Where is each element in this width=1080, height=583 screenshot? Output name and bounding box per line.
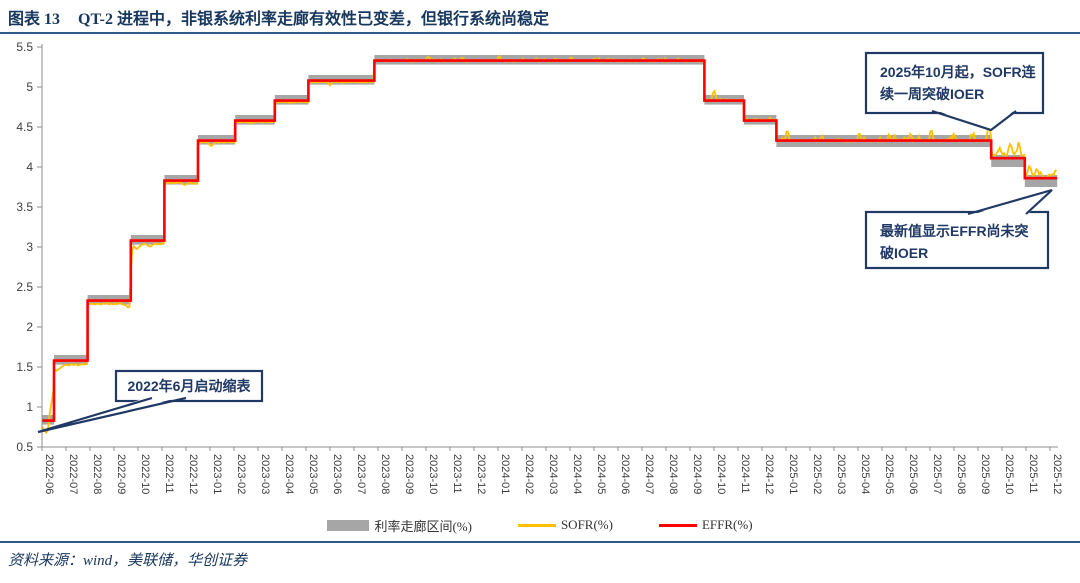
x-tick-label: 2023-03 bbox=[259, 454, 271, 494]
source-note: 资料来源：wind，美联储，华创证券 bbox=[8, 553, 248, 569]
x-tick-label: 2025-09 bbox=[979, 454, 991, 494]
x-tick-label: 2024-04 bbox=[571, 454, 583, 494]
x-tick-label: 2024-08 bbox=[667, 454, 679, 494]
effr-line-swatch bbox=[658, 523, 697, 527]
x-tick-label: 2023-06 bbox=[331, 454, 343, 494]
callout-box bbox=[114, 369, 264, 403]
y-tick-label: 3.5 bbox=[16, 200, 33, 214]
x-tick-label: 2024-06 bbox=[619, 454, 631, 494]
y-tick-label: 4 bbox=[26, 160, 33, 174]
y-tick-label: 5.5 bbox=[16, 40, 33, 54]
x-tick-label: 2025-01 bbox=[787, 454, 799, 494]
x-tick-label: 2025-02 bbox=[811, 454, 823, 494]
x-tick-label: 2022-09 bbox=[115, 454, 127, 494]
legend-item-effr: EFFR(%) bbox=[658, 517, 753, 533]
x-tick-label: 2023-10 bbox=[427, 454, 439, 494]
rate-corridor-chart: 0.5 1 1.5 2 2.5 3 3.5 4 4.5 5 5.5 2022-06 2022-07 202… bbox=[16, 40, 1063, 494]
figure-title-text: QT-2 进程中，非银系统利率走廊有效性已变差，但银行系统尚稳定 bbox=[78, 11, 549, 28]
figure-label: 图表 13 bbox=[8, 11, 61, 28]
callout-box bbox=[864, 210, 1050, 270]
x-tick-label: 2025-07 bbox=[931, 454, 943, 494]
x-tick-label: 2025-08 bbox=[955, 454, 967, 494]
x-tick-label: 2023-11 bbox=[451, 454, 463, 494]
x-tick-label: 2024-12 bbox=[763, 454, 775, 494]
callout-qt-start: 2022年6月启动缩表 bbox=[37, 369, 264, 434]
legend-item-corridor: 利率走廊区间(%) bbox=[327, 516, 472, 535]
callout-text: 最新值显示EFFR尚未突 bbox=[880, 223, 1029, 239]
x-tick-label: 2023-08 bbox=[379, 454, 391, 494]
x-tick-label: 2025-04 bbox=[859, 454, 871, 494]
callout-text: 2022年6月启动缩表 bbox=[128, 378, 252, 394]
callout-effr-hold: 最新值显示EFFR尚未突 破IOER bbox=[864, 188, 1053, 270]
source-divider bbox=[0, 541, 1080, 543]
x-tick-label: 2023-01 bbox=[211, 454, 223, 494]
x-tick-label: 2025-06 bbox=[907, 454, 919, 494]
x-tick-label: 2022-06 bbox=[43, 454, 55, 494]
sofr-line-swatch bbox=[517, 523, 556, 527]
legend-label: SOFR(%) bbox=[560, 517, 613, 532]
figure-title: 图表 13 QT-2 进程中，非银系统利率走廊有效性已变差，但银行系统尚稳定 bbox=[8, 5, 549, 29]
x-tick-label: 2022-11 bbox=[163, 454, 175, 494]
callout-box bbox=[864, 51, 1045, 115]
callout-text: 破IOER bbox=[880, 245, 928, 261]
x-tick-label: 2024-11 bbox=[739, 454, 751, 494]
callout-sofr-break: 2025年10月起，SOFR连 续一周突破IOER bbox=[864, 51, 1045, 132]
x-tick-label: 2023-12 bbox=[475, 454, 487, 494]
x-tick-label: 2022-10 bbox=[139, 454, 151, 494]
chart-legend: 利率走廊区间(%) SOFR(%) EFFR(%) bbox=[0, 512, 1080, 538]
corridor-band bbox=[1024, 175, 1058, 187]
title-divider bbox=[0, 32, 1080, 34]
x-tick-label: 2025-05 bbox=[883, 454, 895, 494]
x-tick-label: 2022-07 bbox=[67, 454, 79, 494]
x-tick-label: 2024-01 bbox=[499, 454, 511, 494]
x-tick-label: 2024-03 bbox=[547, 454, 559, 494]
x-tick-label: 2025-11 bbox=[1027, 454, 1039, 494]
y-tick-label: 1.5 bbox=[16, 360, 33, 374]
y-tick-label: 0.5 bbox=[16, 440, 33, 454]
y-tick-label: 4.5 bbox=[16, 120, 33, 134]
legend-item-sofr: SOFR(%) bbox=[517, 517, 613, 533]
y-tick-label: 2.5 bbox=[16, 280, 33, 294]
x-tick-label: 2023-07 bbox=[355, 454, 367, 494]
legend-label: EFFR(%) bbox=[701, 517, 753, 532]
x-tick-label: 2024-09 bbox=[691, 454, 703, 494]
y-tick-label: 2 bbox=[26, 320, 33, 334]
x-tick-label: 2023-09 bbox=[403, 454, 415, 494]
x-tick-label: 2025-10 bbox=[1003, 454, 1015, 494]
plot-layer: 0.5 1 1.5 2 2.5 3 3.5 4 4.5 5 5.5 2022-06 2022-07 202… bbox=[16, 40, 1063, 494]
x-tick-label: 2022-08 bbox=[91, 454, 103, 494]
x-tick-label: 2023-04 bbox=[283, 454, 295, 494]
effr-line bbox=[42, 59, 1058, 422]
legend-label: 利率走廊区间(%) bbox=[374, 518, 472, 534]
callout-text: 2025年10月起，SOFR连 bbox=[880, 64, 1037, 80]
corridor-band-swatch bbox=[327, 519, 370, 531]
x-tick-label: 2022-12 bbox=[187, 454, 199, 494]
x-tick-label: 2024-02 bbox=[523, 454, 535, 494]
x-tick-label: 2025-03 bbox=[835, 454, 847, 494]
corridor-band bbox=[991, 155, 1025, 167]
y-tick-label: 3 bbox=[26, 240, 33, 254]
x-tick-label: 2025-12 bbox=[1051, 454, 1063, 494]
x-tick-label: 2024-05 bbox=[595, 454, 607, 494]
y-tick-label: 5 bbox=[26, 80, 33, 94]
x-tick-label: 2023-05 bbox=[307, 454, 319, 494]
y-tick-label: 1 bbox=[26, 400, 33, 414]
x-tick-label: 2023-02 bbox=[235, 454, 247, 494]
x-tick-label: 2024-07 bbox=[643, 454, 655, 494]
callout-text: 续一周突破IOER bbox=[880, 86, 984, 102]
callout-pointer bbox=[932, 109, 1016, 130]
x-tick-label: 2024-10 bbox=[715, 454, 727, 494]
